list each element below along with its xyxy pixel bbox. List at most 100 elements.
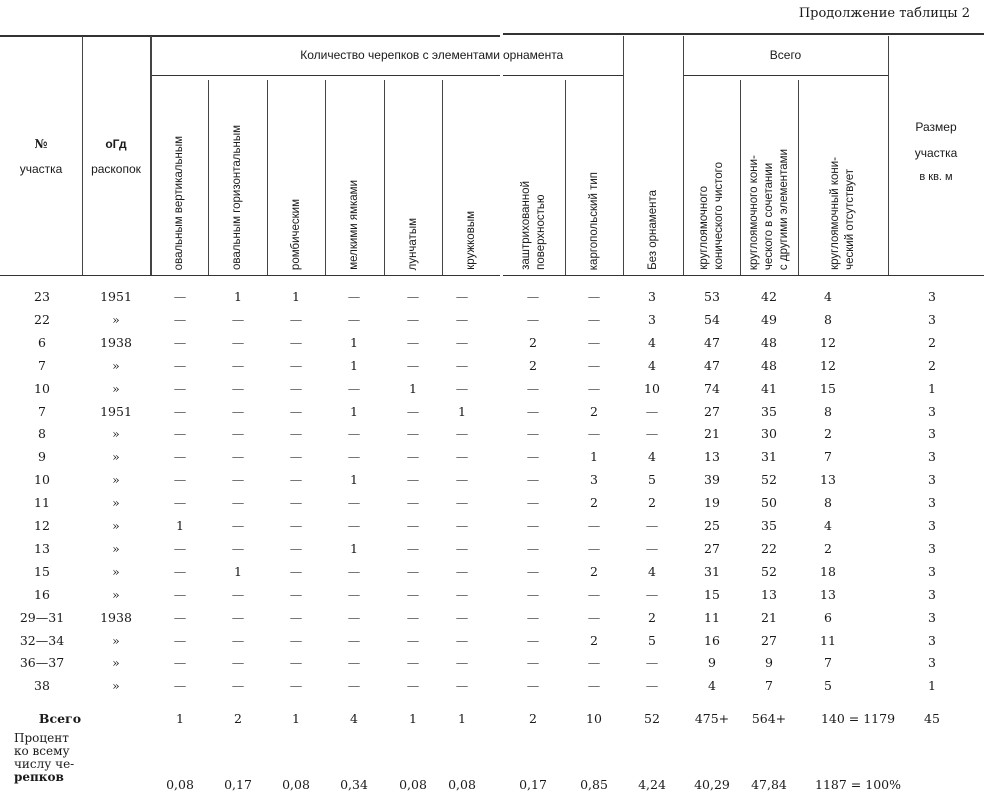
table-row-cell: 3 [928,563,936,579]
table-row-cell: 3 [928,632,936,648]
percent-row-cell: 0,17 [224,777,252,792]
table-row-cell: » [112,632,120,648]
percent-row-cell: 0,08 [282,777,310,792]
table-row-cell: 10 [644,380,660,396]
table-row-cell: — [347,449,361,465]
table-row-cell: — [645,540,659,556]
table-row-cell: 11 [820,632,836,648]
table-row-cell: 2 [590,632,598,648]
table-row-cell: — [289,563,303,579]
header-num: № [34,137,48,151]
table-row-cell: — [289,678,303,694]
table-row-cell: 47 [704,357,720,373]
table-row-cell: — [173,678,187,694]
table-row-cell: — [406,540,420,556]
table-row-cell: 16 [704,632,720,648]
table-row-cell: 8 [824,311,832,327]
table-row-cell: 12 [820,357,836,373]
table-row-cell: — [406,586,420,602]
table-row-cell: 35 [761,403,777,419]
table-row-cell: 4 [648,357,656,373]
header-column-label-line: с другими элементами [777,148,790,270]
table-row-cell: — [455,563,469,579]
header-num-sub: участка [19,162,63,176]
total-row-cell: 564+ [751,711,787,726]
table-row-cell: — [173,403,187,419]
table-row-cell: 1951 [100,289,132,304]
table-row-cell: — [347,289,361,304]
percent-row-cell: 0,85 [580,777,608,792]
table-row-cell: 2 [928,357,936,373]
percent-label-line: числу че- [14,757,75,771]
table-row-cell: — [347,380,361,396]
table-row-cell: — [289,449,303,465]
table-row-cell: » [112,495,120,511]
col-divider [267,80,268,275]
table-row-cell: 7 [38,403,46,419]
table-row-cell: 3 [928,495,936,511]
col-divider [683,36,684,275]
header-year-sub: раскопок [91,162,141,176]
table-row-cell: — [173,380,187,396]
table-row-cell: — [587,609,601,625]
table-row-cell: — [347,518,361,533]
header-column-2: ромбическим [267,82,325,270]
table-row-cell: — [645,586,659,602]
header-column-label-line: овальным вертикальным [172,135,185,270]
header-size-1: Размер [915,120,957,134]
header-column-6: заштрихованной поверхностью [503,82,565,270]
table-row-cell: 1 [350,334,358,350]
header-column-1: овальным горизонтальным [208,82,267,270]
table-row-cell: — [231,518,245,533]
table-row-cell: 13 [761,586,777,602]
table-row-cell: 2 [824,540,832,556]
table-row-cell: — [173,563,187,579]
group-rule-total [683,75,888,76]
header-column-label: круглоямочного кони-ческого в сочетании с… [747,149,792,270]
table-row-cell: 52 [761,472,777,488]
table-row-cell: 3 [928,289,936,304]
table-row-cell: — [173,495,187,511]
percent-row-cell: 4,24 [638,777,666,792]
table-row-cell: — [173,311,187,327]
table-row-cell: — [173,357,187,373]
table-row-cell: 1938 [100,609,132,625]
group-rule-ornament-right [503,75,623,76]
table-row-cell: 3 [928,311,936,327]
table-row-cell: 8 [824,403,832,419]
header-column-3: мелкими ямками [325,82,384,270]
table-row-cell: — [347,426,361,442]
col-divider [565,80,566,275]
table-row-cell: — [406,518,420,533]
table-row-cell: 32—34 [19,632,65,648]
table-row-cell: — [173,449,187,465]
table-row-cell: 54 [704,311,720,327]
table-row-cell: — [289,540,303,556]
percent-label-line: ко всему [14,744,70,758]
header-group-ornament-left: Количество черепков с элементами [300,48,500,62]
table-row-cell: 25 [704,518,720,533]
col-divider [82,36,83,275]
table-row-cell: — [455,586,469,602]
table-row-cell: 3 [928,403,936,419]
header-bottom-rule-left [0,275,500,276]
table-row-cell: — [526,655,540,671]
table-row-cell: » [112,449,120,465]
table-row-cell: » [112,311,120,327]
table-row-cell: 11 [704,609,720,625]
table-row-cell: — [526,311,540,327]
table-row-cell: 7 [38,357,46,373]
table-row-cell: — [347,609,361,625]
table-row-cell: 31 [761,449,777,465]
header-column-label-line: заштрихованной [520,181,532,270]
table-row-cell: 13 [820,586,836,602]
table-row-cell: — [526,495,540,511]
table-row-cell: — [526,472,540,488]
table-row-cell: — [455,334,469,350]
header-column-label-line: овальным горизонтальным [231,125,243,270]
total-row-cell: 475+ [694,711,730,726]
header-column-label-line: ромбическим [289,198,302,270]
table-row-cell: — [231,403,245,419]
header-group-ornament-right: орнамента [503,48,564,62]
table-row-cell: 2 [648,609,656,625]
